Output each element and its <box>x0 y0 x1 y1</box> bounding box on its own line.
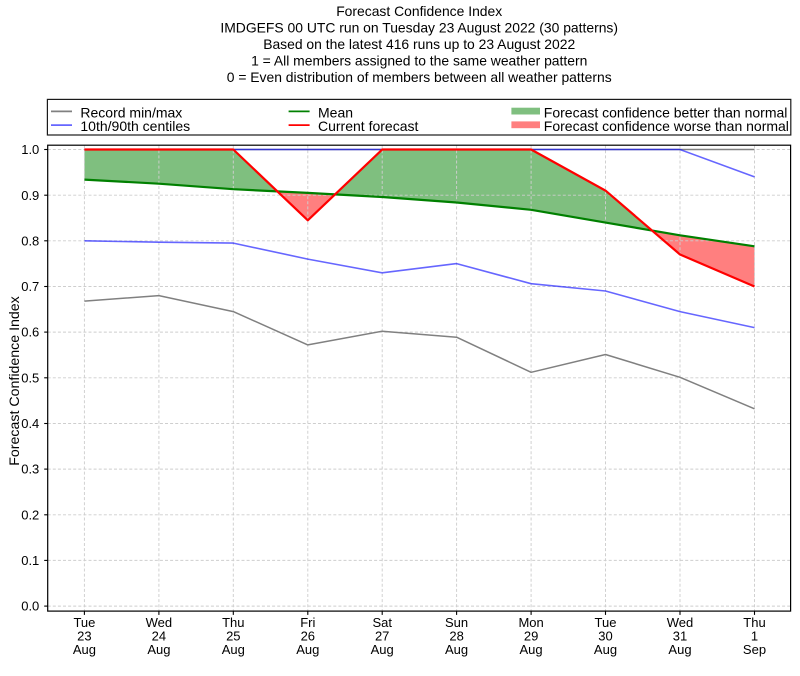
svg-text:Aug: Aug <box>520 642 543 657</box>
svg-text:26: 26 <box>301 629 315 644</box>
svg-text:Mon: Mon <box>518 615 543 630</box>
svg-text:Record min/max: Record min/max <box>80 104 182 120</box>
svg-text:Fri: Fri <box>300 615 315 630</box>
svg-text:0 = Even distribution of membe: 0 = Even distribution of members between… <box>227 69 612 85</box>
svg-text:Mean: Mean <box>318 104 353 120</box>
svg-text:0.1: 0.1 <box>21 553 39 568</box>
svg-text:Based on the latest 416 runs u: Based on the latest 416 runs up to 23 Au… <box>263 36 575 52</box>
svg-text:10th/90th centiles: 10th/90th centiles <box>80 118 190 134</box>
svg-text:0.5: 0.5 <box>21 370 39 385</box>
svg-text:0.8: 0.8 <box>21 233 39 248</box>
svg-text:IMDGEFS 00 UTC run on Tuesday: IMDGEFS 00 UTC run on Tuesday 23 August … <box>220 20 618 36</box>
svg-text:0.0: 0.0 <box>21 599 39 614</box>
svg-text:25: 25 <box>226 629 240 644</box>
svg-text:Wed: Wed <box>667 615 694 630</box>
svg-text:0.3: 0.3 <box>21 462 39 477</box>
svg-text:31: 31 <box>673 629 687 644</box>
svg-text:30: 30 <box>598 629 612 644</box>
svg-text:Sun: Sun <box>445 615 468 630</box>
svg-text:Forecast Confidence Index: Forecast Confidence Index <box>336 3 502 19</box>
svg-text:29: 29 <box>524 629 538 644</box>
svg-text:Sat: Sat <box>372 615 392 630</box>
svg-text:Aug: Aug <box>296 642 319 657</box>
svg-text:Forecast confidence better tha: Forecast confidence better than normal <box>544 104 788 120</box>
svg-text:Wed: Wed <box>146 615 173 630</box>
svg-text:Tue: Tue <box>595 615 617 630</box>
svg-text:28: 28 <box>449 629 463 644</box>
svg-text:Thu: Thu <box>222 615 244 630</box>
svg-text:Current forecast: Current forecast <box>318 118 418 134</box>
svg-text:0.6: 0.6 <box>21 325 39 340</box>
svg-text:0.7: 0.7 <box>21 279 39 294</box>
svg-text:Forecast Confidence Index: Forecast Confidence Index <box>7 296 23 466</box>
svg-text:Aug: Aug <box>73 642 96 657</box>
svg-text:Aug: Aug <box>147 642 170 657</box>
svg-text:1.0: 1.0 <box>21 142 39 157</box>
svg-text:Aug: Aug <box>445 642 468 657</box>
svg-text:27: 27 <box>375 629 389 644</box>
svg-text:Sep: Sep <box>743 642 766 657</box>
svg-text:24: 24 <box>152 629 166 644</box>
svg-text:23: 23 <box>77 629 91 644</box>
svg-text:0.2: 0.2 <box>21 507 39 522</box>
svg-text:0.9: 0.9 <box>21 188 39 203</box>
svg-text:Aug: Aug <box>222 642 245 657</box>
svg-text:Aug: Aug <box>594 642 617 657</box>
svg-text:Aug: Aug <box>668 642 691 657</box>
svg-text:Forecast confidence worse than: Forecast confidence worse than normal <box>544 118 789 134</box>
svg-text:Aug: Aug <box>371 642 394 657</box>
svg-text:Tue: Tue <box>73 615 95 630</box>
svg-text:Thu: Thu <box>743 615 765 630</box>
svg-text:1: 1 <box>751 629 758 644</box>
svg-text:1 = All members assigned to th: 1 = All members assigned to the same wea… <box>251 53 587 69</box>
svg-text:0.4: 0.4 <box>21 416 39 431</box>
